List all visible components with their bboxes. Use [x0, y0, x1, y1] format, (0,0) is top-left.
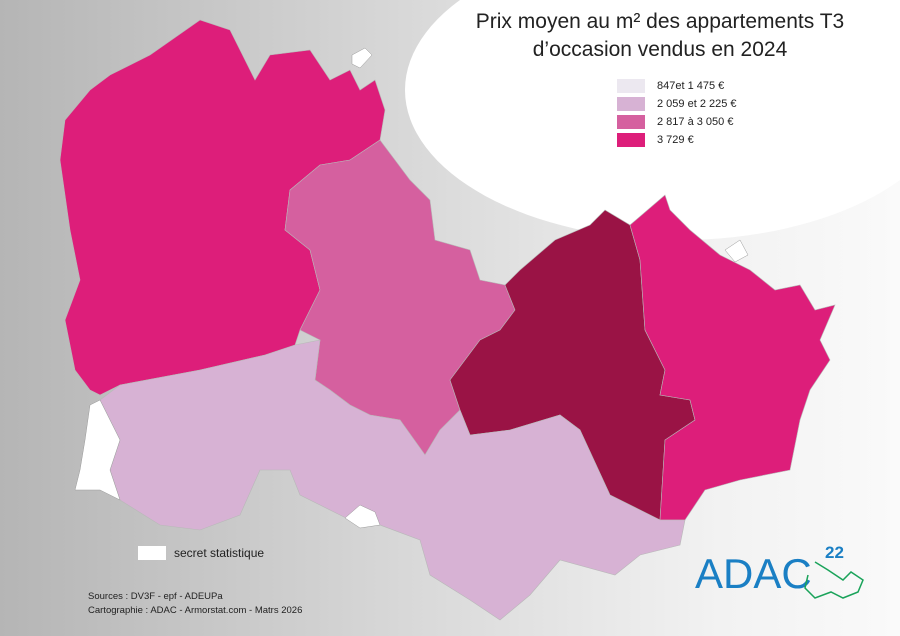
legend-swatch	[617, 115, 645, 129]
cartography-text: Cartographie : ADAC - Armorstat.com - Ma…	[88, 605, 303, 616]
island	[351, 47, 373, 69]
sources-text: Sources : DV3F - epf - ADEUPa	[88, 591, 223, 602]
legend-label: 2 817 à 3 050 €	[657, 116, 734, 128]
region-east[interactable]	[629, 194, 836, 521]
logo-superscript: 22	[825, 543, 844, 562]
legend-swatch	[617, 97, 645, 111]
credits: Sources : DV3F - epf - ADEUPa Cartograph…	[88, 590, 302, 618]
legend-item: 3 729 €	[617, 131, 737, 149]
title-backdrop	[405, 0, 900, 240]
legend: 847et 1 475 € 2 059 et 2 225 € 2 817 à 3…	[617, 77, 737, 149]
department-outline-icon	[804, 561, 864, 599]
legend-swatch	[617, 79, 645, 93]
legend-item: 2 817 à 3 050 €	[617, 113, 737, 131]
legend-label: 3 729 €	[657, 134, 694, 146]
title-line-2: d’occasion vendus en 2024	[532, 38, 788, 61]
logo-text: ADAC	[695, 550, 812, 597]
secret-area-south	[344, 504, 381, 529]
secret-legend: secret statistique	[138, 546, 264, 560]
title-line-1: Prix moyen au m² des appartements T3	[475, 10, 845, 33]
legend-item: 847et 1 475 €	[617, 77, 737, 95]
legend-swatch	[617, 133, 645, 147]
legend-item: 2 059 et 2 225 €	[617, 95, 737, 113]
secret-label: secret statistique	[174, 546, 265, 560]
legend-label: 847et 1 475 €	[657, 80, 725, 92]
secret-area-east	[724, 239, 749, 263]
secret-swatch	[138, 546, 166, 560]
region-south[interactable]	[99, 339, 686, 621]
adac-logo: ADAC 22	[695, 543, 864, 599]
map-title: Prix moyen au m² des appartements T3 d’o…	[450, 8, 870, 64]
legend-label: 2 059 et 2 225 €	[657, 98, 737, 110]
secret-area-west	[74, 399, 121, 501]
